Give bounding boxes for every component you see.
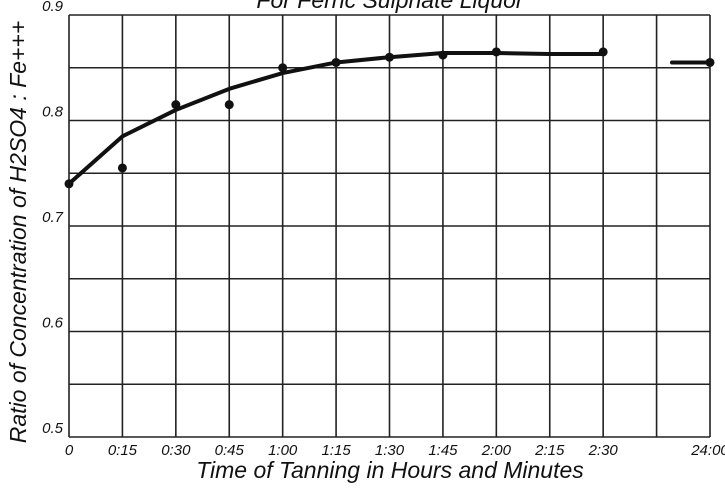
y-tick-label: 0.5 — [42, 420, 64, 437]
x-tick-label: 0 — [65, 442, 74, 459]
x-tick-label: 0:30 — [161, 442, 191, 459]
x-tick-label: 1:15 — [321, 442, 351, 459]
x-tick-label: 1:45 — [428, 442, 458, 459]
x-tick-label: 0:15 — [108, 442, 138, 459]
x-axis-label: Time of Tanning in Hours and Minutes — [196, 457, 584, 483]
x-tick-label: 1:30 — [375, 442, 405, 459]
y-axis-label: Ratio of Concentration of H2SO4 : Fe+++ — [5, 21, 31, 444]
curve — [67, 50, 712, 186]
x-tick-label: 2:15 — [534, 442, 565, 459]
data-point — [117, 163, 127, 173]
x-tick-label: 24:00 — [690, 442, 725, 459]
x-tick-label: 1:00 — [268, 442, 298, 459]
x-tick-label: 2:00 — [481, 442, 512, 459]
x-tick-label: 2:30 — [588, 442, 619, 459]
chart-title: For Ferric Sulphate Liquor — [256, 0, 525, 13]
y-tick-label: 0.6 — [42, 314, 64, 331]
y-tick-label: 0.9 — [42, 0, 64, 15]
y-tick-label: 0.7 — [42, 209, 64, 226]
y-tick-label: 0.8 — [42, 103, 64, 120]
data-point — [224, 100, 234, 110]
x-tick-label: 0:45 — [215, 442, 245, 459]
data-point — [278, 63, 288, 73]
